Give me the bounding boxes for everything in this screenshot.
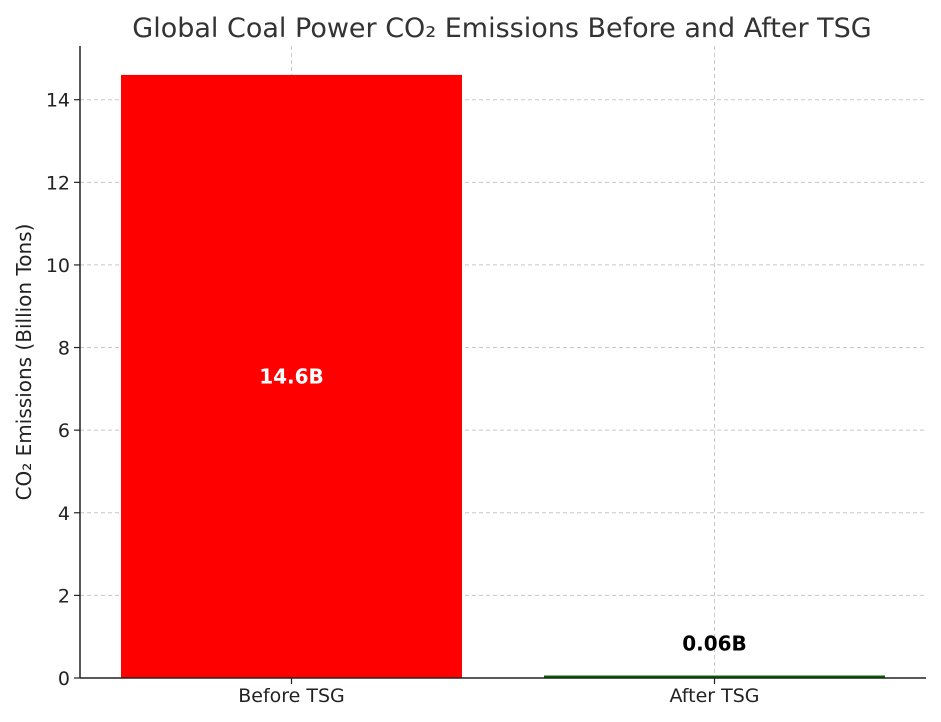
y-tick-label: 4: [58, 503, 70, 525]
y-tick-label: 8: [58, 338, 70, 360]
y-tick-label: 6: [58, 420, 70, 442]
bars: [121, 74, 885, 678]
x-tick-label: Before TSG: [238, 685, 345, 707]
y-tick-label: 14: [46, 90, 70, 112]
bar: [121, 74, 462, 678]
y-tick-label: 12: [46, 172, 70, 194]
bar-value-label: 14.6B: [259, 364, 324, 388]
x-axis-ticks: Before TSG After TSG: [238, 678, 760, 707]
x-tick-label: After TSG: [669, 685, 759, 707]
y-tick-label: 2: [58, 585, 70, 607]
y-axis-label: CO₂ Emissions (Billion Tons): [12, 224, 36, 501]
y-tick-label: 0: [58, 668, 70, 690]
bar-value-labels: 14.6B 0.06B: [259, 364, 747, 655]
y-tick-label: 10: [46, 255, 70, 277]
y-axis-ticks: 0 2 4 6 8 10 12 14: [46, 90, 80, 690]
chart-title: Global Coal Power CO₂ Emissions Before a…: [132, 13, 871, 44]
bar: [544, 675, 885, 678]
axes: [79, 46, 926, 679]
bar-value-label: 0.06B: [682, 632, 747, 656]
